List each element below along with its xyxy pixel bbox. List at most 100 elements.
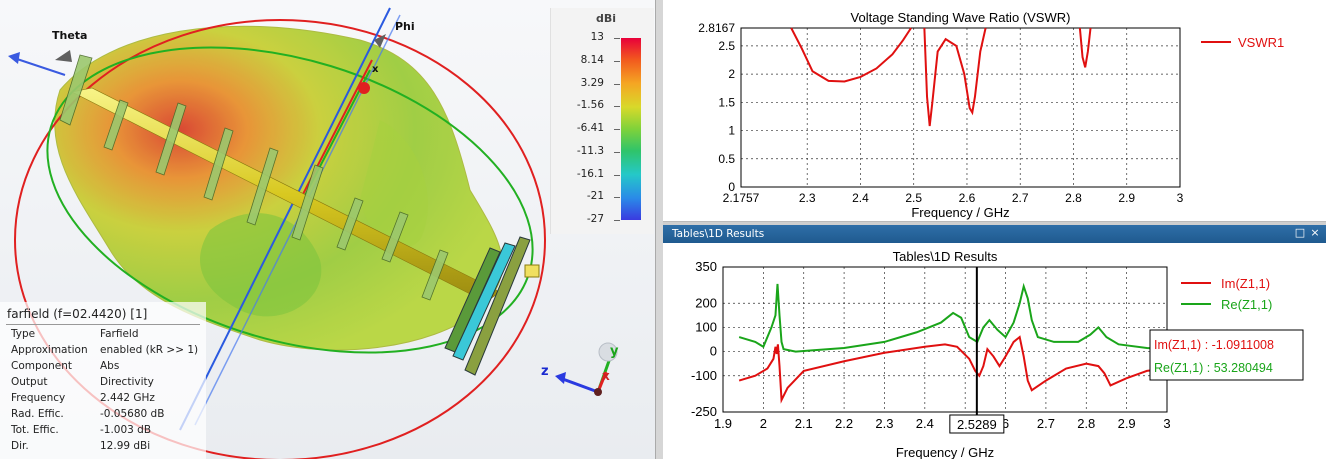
y-tick-label: 100 bbox=[695, 319, 717, 334]
farfield-pattern-svg bbox=[8, 7, 618, 459]
x-tick-label: 3 bbox=[1163, 416, 1170, 431]
cursor-readout-box bbox=[1149, 329, 1304, 381]
y-tick-label: 2.8167 bbox=[698, 21, 735, 35]
y-tick-label: -100 bbox=[691, 368, 717, 383]
panel-title-bar: Tables\1D Results □ × bbox=[663, 225, 1326, 243]
x-triad-label: x bbox=[602, 369, 610, 383]
info-value: 2.442 GHz bbox=[100, 392, 155, 404]
info-row: Dir. 12.99 dBi bbox=[11, 440, 206, 456]
phi-axis-label: Phi bbox=[395, 20, 415, 33]
info-key: Type bbox=[11, 328, 36, 340]
colorbar-tick-label: -27 bbox=[586, 213, 604, 225]
info-value: Farfield bbox=[100, 328, 139, 340]
panel-title: Tables\1D Results bbox=[672, 228, 765, 240]
y-tick-label: 1 bbox=[728, 124, 735, 138]
legend-label-re: Re(Z1,1) bbox=[1221, 297, 1272, 312]
im-series-line bbox=[738, 335, 1168, 404]
info-row: Tot. Effic. -1.003 dB bbox=[11, 424, 206, 440]
colorbar-tick-mark bbox=[614, 197, 620, 199]
cursor-value-label: 2.5289 bbox=[957, 417, 997, 432]
x-tick-label: 2.8 bbox=[1065, 191, 1082, 205]
info-row: Frequency 2.442 GHz bbox=[11, 392, 206, 408]
info-key: Approximation bbox=[11, 344, 88, 356]
x-tick-label: 2.2 bbox=[835, 416, 853, 431]
vswr-chart: Voltage Standing Wave Ratio (VSWR) Freque… bbox=[698, 10, 1284, 220]
vswr-series-line bbox=[1078, 27, 1092, 68]
impedance-plot-panel[interactable]: Tables\1D Results □ × Tables\1D Results F… bbox=[663, 225, 1326, 459]
x-axis-title: Frequency / GHz bbox=[911, 205, 1009, 220]
colorbar-tick-label: 13 bbox=[590, 31, 604, 43]
colorbar-tick-mark bbox=[614, 129, 620, 130]
info-key: Output bbox=[11, 376, 48, 388]
x-axis-label: x bbox=[372, 64, 379, 75]
close-button[interactable]: × bbox=[1310, 226, 1320, 239]
info-row: Rad. Effic. -0.05680 dB bbox=[11, 408, 206, 424]
colorbar-tick-mark bbox=[614, 60, 620, 62]
colorbar-tick-mark bbox=[614, 38, 620, 39]
theta-circle bbox=[14, 19, 546, 459]
colorbar: dBi 13 8.14 3.29 -1.56 -6.41 -11.3 -16.1 -21 -27 bbox=[550, 8, 654, 234]
re-series-line bbox=[738, 282, 1168, 353]
farfield-info-title: farfield (f=02.4420) [1] bbox=[7, 307, 148, 321]
maximize-button[interactable]: □ bbox=[1294, 226, 1306, 239]
cursor-value-box bbox=[949, 414, 1005, 434]
x-tick-label: 2.3 bbox=[799, 191, 816, 205]
colorbar-gradient bbox=[621, 38, 641, 220]
x-tick-label: 2.4 bbox=[852, 191, 869, 205]
colorbar-tick-mark bbox=[614, 151, 620, 153]
x-tick-label: 2.6 bbox=[959, 191, 976, 205]
x-tick-label: 1.9 bbox=[714, 416, 732, 431]
x-tick-label: 3 bbox=[1177, 191, 1184, 205]
farfield-3d-view[interactable]: Theta Phi x y z x dBi 13 8.14 3.29 -1.56 -6.… bbox=[0, 0, 655, 459]
theta-axis-label: Theta bbox=[52, 29, 88, 42]
vswr-plot-panel[interactable]: Voltage Standing Wave Ratio (VSWR) Freque… bbox=[663, 0, 1326, 222]
y-tick-label: 0 bbox=[728, 180, 735, 194]
x-tick-label: 2 bbox=[760, 416, 767, 431]
info-value: Directivity bbox=[100, 376, 154, 388]
x-tick-label: 2.4 bbox=[916, 416, 934, 431]
info-value: enabled (kR >> 1) bbox=[100, 344, 199, 356]
colorbar-tick-label: -16.1 bbox=[576, 167, 604, 180]
readout-im: Im(Z1,1) : -1.0911008 bbox=[1154, 338, 1274, 352]
x-tick-label: 6 bbox=[1002, 416, 1009, 431]
info-key: Frequency bbox=[11, 392, 66, 404]
x-tick-label: 2.1757 bbox=[723, 191, 760, 205]
x-tick-label: 2.9 bbox=[1118, 416, 1136, 431]
info-value: -1.003 dB bbox=[100, 424, 152, 436]
y-tick-label: 2 bbox=[728, 67, 735, 81]
x-tick-label: 2.9 bbox=[1118, 191, 1135, 205]
info-row: Approximation enabled (kR >> 1) bbox=[11, 344, 206, 360]
info-key: Tot. Effic. bbox=[11, 424, 59, 436]
chart-title: Tables\1D Results bbox=[893, 249, 998, 264]
y-tick-label: 0.5 bbox=[718, 152, 735, 166]
colorbar-tick-mark bbox=[614, 83, 620, 85]
y-triad-label: y bbox=[610, 344, 619, 359]
horizontal-splitter[interactable] bbox=[663, 222, 1326, 225]
info-value: Abs bbox=[100, 360, 120, 372]
info-key: Rad. Effic. bbox=[11, 408, 64, 420]
legend-label-im: Im(Z1,1) bbox=[1221, 276, 1270, 291]
x-axis-title: Frequency / GHz bbox=[896, 445, 994, 459]
colorbar-tick-mark bbox=[614, 106, 620, 108]
vswr-series-line bbox=[923, 27, 987, 127]
x-tick-label: 2.7 bbox=[1012, 191, 1029, 205]
x-tick-label: 2.3 bbox=[875, 416, 893, 431]
x-tick-label: 2.1 bbox=[795, 416, 813, 431]
x-tick-label: 2.8 bbox=[1077, 416, 1095, 431]
colorbar-tick-label: -11.3 bbox=[576, 144, 604, 157]
readout-re: Re(Z1,1) : 53.280494 bbox=[1154, 361, 1273, 375]
z-triad-label: z bbox=[541, 364, 549, 379]
chart-title: Voltage Standing Wave Ratio (VSWR) bbox=[851, 10, 1071, 25]
farfield-info-box: farfield (f=02.4420) [1] Type Farfield App… bbox=[0, 302, 206, 459]
info-key: Dir. bbox=[11, 440, 29, 452]
info-row: Component Abs bbox=[11, 360, 206, 376]
colorbar-tick-label: 3.29 bbox=[580, 76, 604, 89]
info-value: 12.99 dBi bbox=[100, 440, 151, 452]
vertical-splitter[interactable] bbox=[655, 0, 663, 459]
y-tick-label: 1.5 bbox=[718, 95, 735, 109]
colorbar-tick-label: -21 bbox=[586, 190, 604, 203]
info-row: Output Directivity bbox=[11, 376, 206, 392]
legend-label-vswr: VSWR1 bbox=[1238, 35, 1284, 50]
colorbar-tick-label: 8.14 bbox=[580, 53, 604, 66]
x-tick-label: 2.7 bbox=[1037, 416, 1055, 431]
